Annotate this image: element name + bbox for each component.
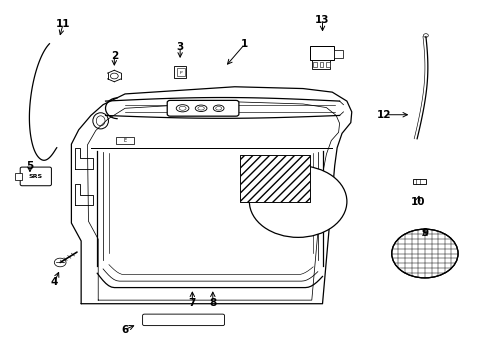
Bar bbox=[311, 60, 330, 69]
Bar bbox=[319, 62, 323, 67]
Bar bbox=[325, 62, 329, 67]
Circle shape bbox=[391, 229, 457, 278]
Text: p: p bbox=[179, 70, 181, 74]
Circle shape bbox=[423, 34, 427, 37]
Text: 3: 3 bbox=[176, 42, 183, 51]
Ellipse shape bbox=[179, 106, 185, 110]
Text: 13: 13 bbox=[315, 15, 329, 25]
Text: SRS: SRS bbox=[29, 174, 43, 179]
Bar bbox=[313, 62, 317, 67]
Text: 4: 4 bbox=[51, 277, 58, 287]
FancyBboxPatch shape bbox=[20, 167, 51, 186]
Text: E: E bbox=[123, 138, 126, 143]
Text: 1: 1 bbox=[241, 40, 247, 49]
Circle shape bbox=[249, 166, 346, 237]
Bar bbox=[310, 45, 333, 60]
Text: 2: 2 bbox=[110, 51, 118, 61]
Bar bbox=[116, 137, 134, 144]
Ellipse shape bbox=[176, 105, 188, 112]
Bar bbox=[239, 155, 310, 202]
Bar bbox=[412, 179, 426, 184]
Text: 8: 8 bbox=[209, 298, 216, 308]
Ellipse shape bbox=[195, 105, 206, 112]
Ellipse shape bbox=[93, 113, 108, 129]
Ellipse shape bbox=[213, 105, 224, 112]
Bar bbox=[333, 50, 342, 58]
Bar bbox=[174, 66, 185, 78]
Ellipse shape bbox=[198, 107, 204, 110]
Text: 5: 5 bbox=[26, 161, 34, 171]
Text: 10: 10 bbox=[409, 197, 424, 207]
Bar bbox=[176, 68, 184, 76]
Text: 7: 7 bbox=[188, 298, 196, 308]
Text: 9: 9 bbox=[421, 228, 427, 238]
FancyBboxPatch shape bbox=[142, 314, 224, 325]
Ellipse shape bbox=[215, 107, 221, 110]
Bar bbox=[15, 173, 22, 180]
Text: 6: 6 bbox=[121, 325, 128, 334]
Ellipse shape bbox=[96, 116, 105, 126]
Circle shape bbox=[54, 258, 66, 267]
Text: 12: 12 bbox=[376, 110, 391, 120]
Circle shape bbox=[110, 73, 118, 79]
Bar bbox=[239, 155, 310, 202]
Text: 11: 11 bbox=[56, 19, 70, 29]
FancyBboxPatch shape bbox=[167, 100, 239, 116]
